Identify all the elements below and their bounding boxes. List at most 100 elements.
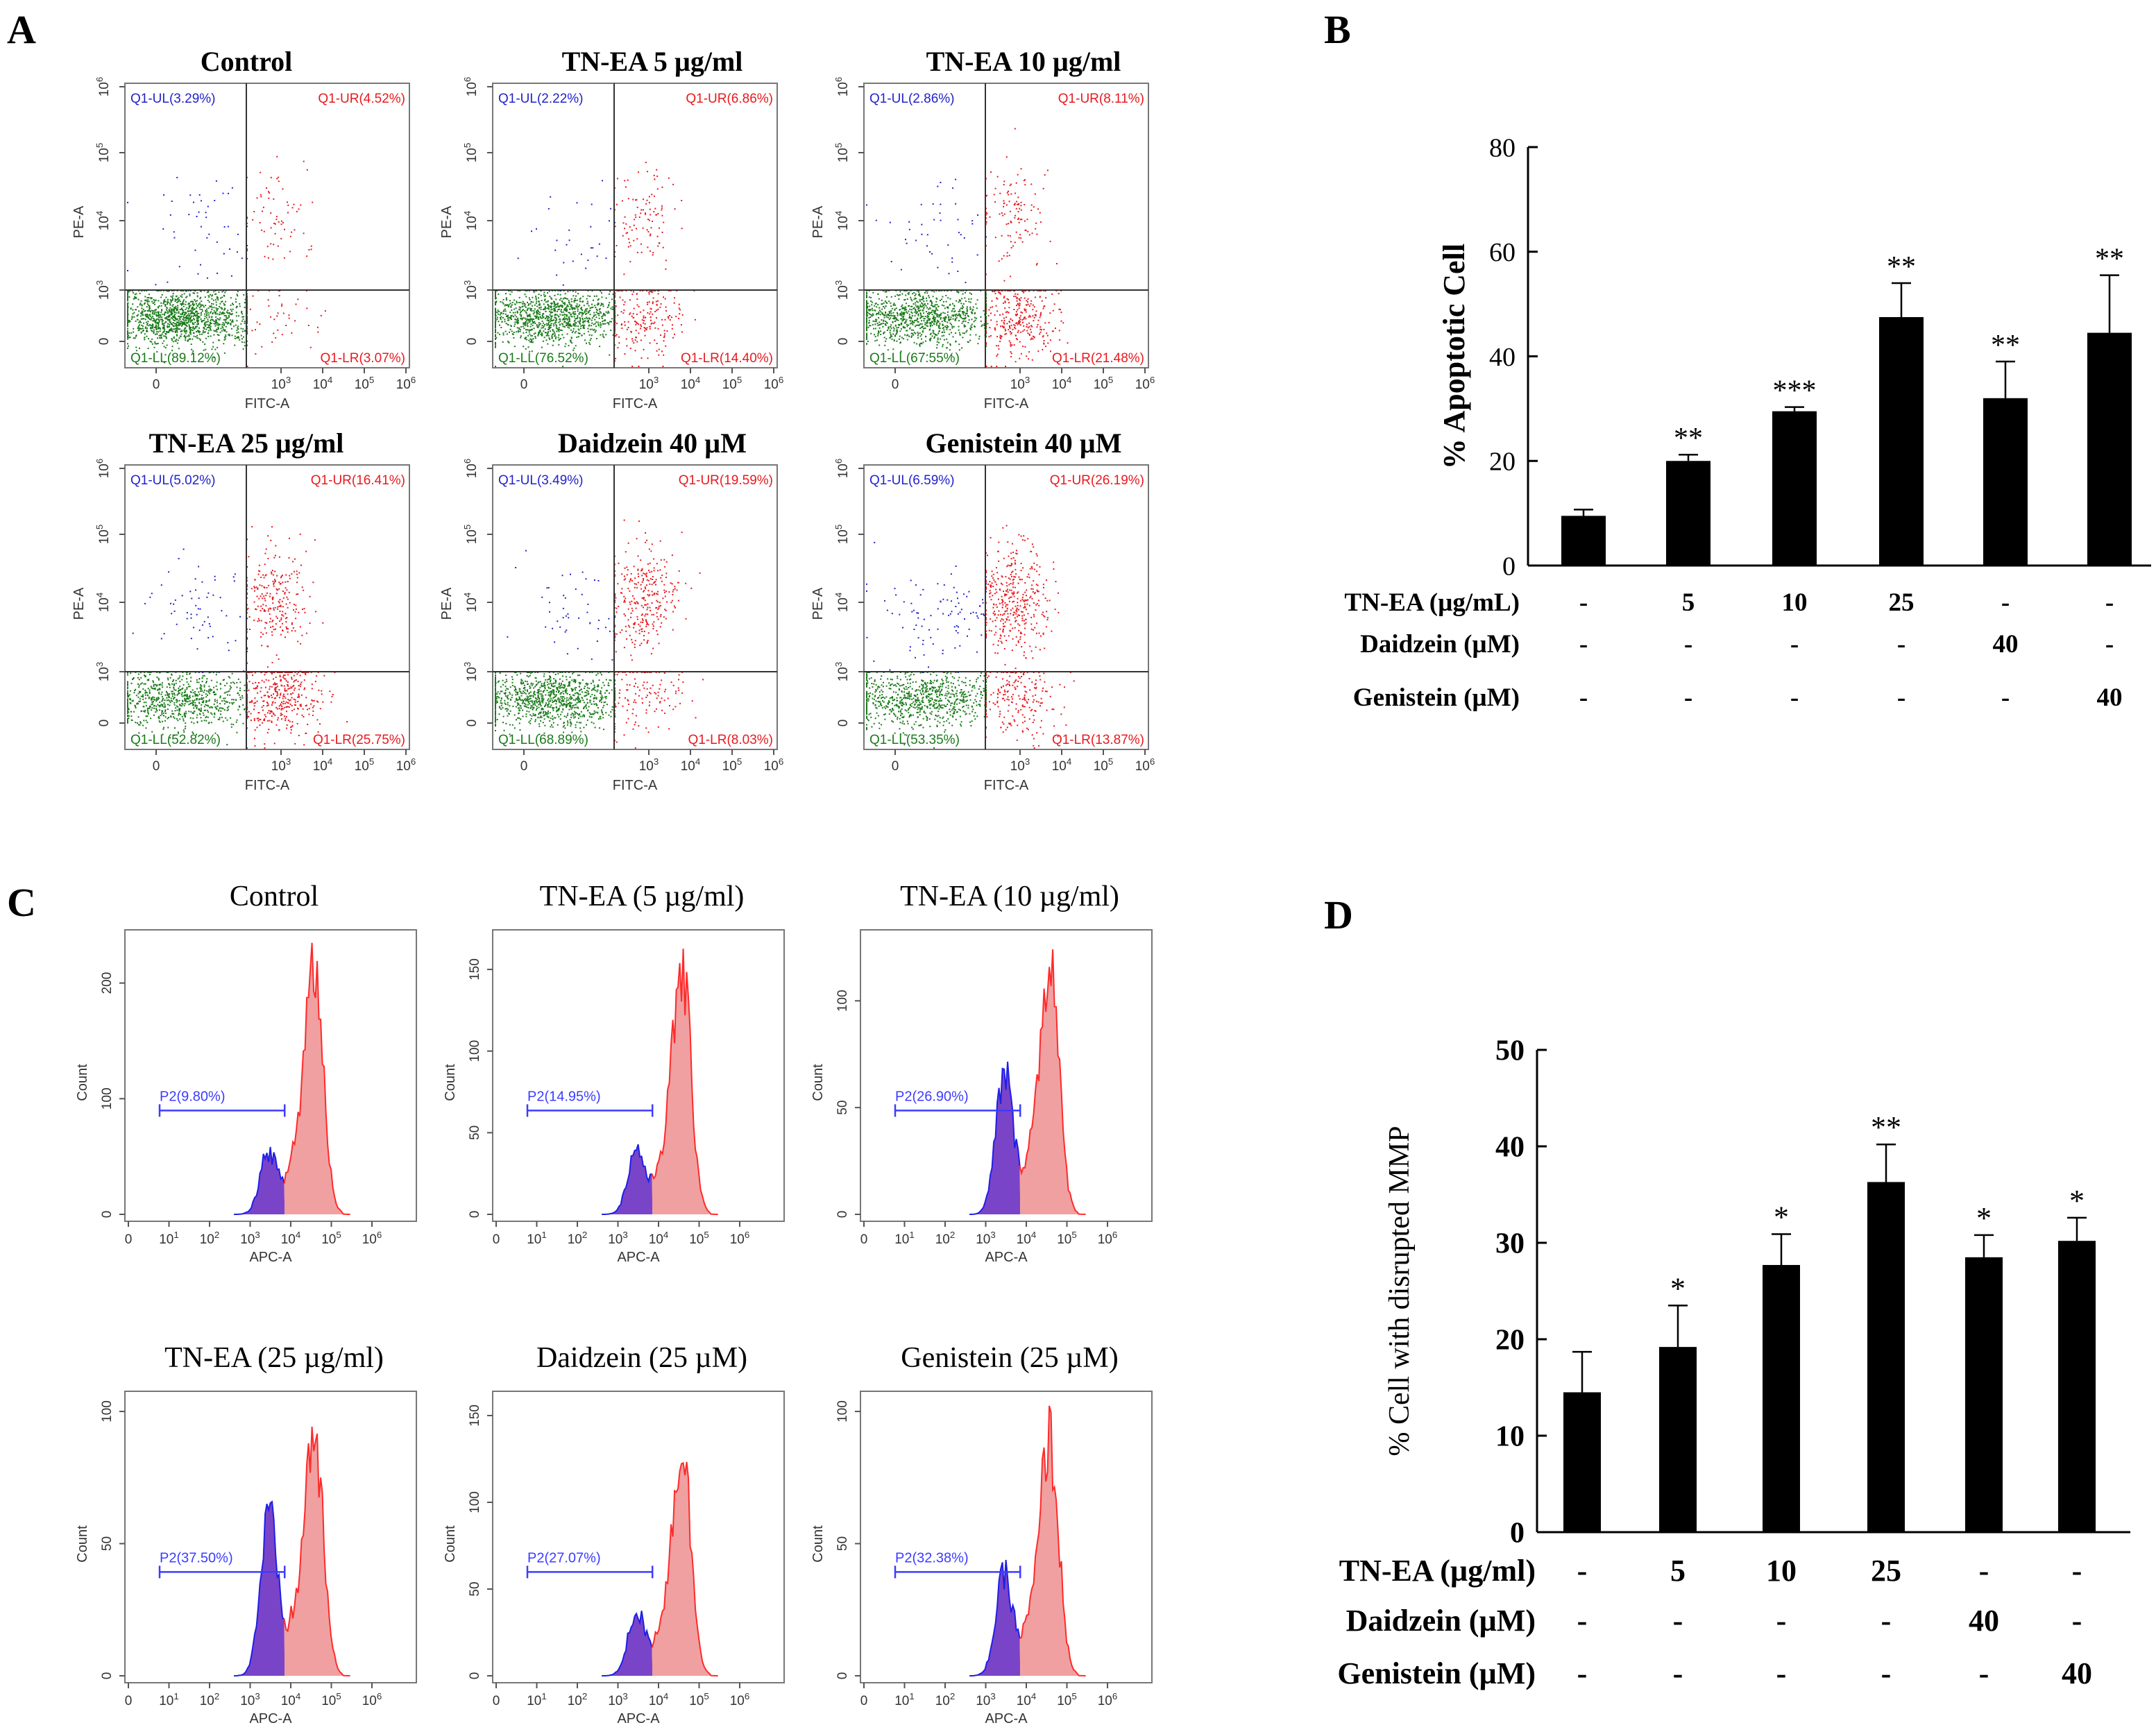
treatment-value: - (1979, 1656, 1989, 1690)
x-tick-label-exp: 3 (654, 375, 659, 385)
quadrant-ur-label: Q1-UR(16.41%) (311, 473, 405, 488)
significance-marker-3: ** (1871, 1110, 1901, 1144)
x-tick-label-base: 10 (527, 1694, 541, 1708)
x-tick-label: 103 (976, 1691, 996, 1708)
histogram-gated-fill (969, 1560, 1021, 1676)
x-tick-label: 103 (608, 1230, 628, 1247)
y-axis-label: Count (443, 1064, 458, 1101)
x-tick-label-exp: 3 (1025, 756, 1030, 767)
x-axis-label: APC-A (249, 1711, 292, 1726)
dot-cloud (127, 526, 348, 749)
y-tick-label-exp: 6 (833, 77, 844, 82)
bar-5 (2058, 1241, 2096, 1532)
x-tick-label: 103 (639, 756, 659, 774)
dot-cloud (495, 519, 704, 749)
plot-frame (492, 83, 778, 368)
y-tick-label: 104 (94, 593, 112, 613)
y-tick-label: 105 (833, 525, 851, 545)
x-tick-label: 0 (892, 377, 899, 392)
dots-ll (495, 672, 616, 736)
significance-marker-5: ** (2095, 244, 2124, 275)
gate-label: P2(14.95%) (527, 1089, 601, 1104)
dot-plot-title: TN-EA 10 µg/ml (926, 46, 1121, 77)
x-tick-label-base: 10 (730, 1232, 745, 1247)
dot-plot-1: TN-EA 5 µg/ml0 103 104 105 1060103104105106F… (439, 46, 783, 411)
y-axis-label: PE-A (439, 587, 455, 620)
plot-frame (860, 1391, 1153, 1683)
dot-plot-title: TN-EA 25 µg/ml (149, 427, 344, 459)
x-tick-label: 104 (281, 1691, 301, 1708)
quadrant-ur-label: Q1-UR(6.86%) (686, 92, 773, 106)
y-tick-label-base: 10 (465, 529, 479, 544)
x-axis-label: APC-A (985, 1711, 1028, 1726)
y-tick-label: 0 (836, 338, 851, 346)
quadrant-ur-label: Q1-UR(8.11%) (1058, 92, 1144, 106)
y-tick-label: 103 (833, 280, 851, 300)
y-tick-label: 30 (1495, 1228, 1525, 1260)
histogram-ungated-outline (1019, 949, 1086, 1215)
y-tick-label-base: 10 (836, 529, 851, 544)
quadrant-ul-label: Q1-UL(5.02%) (130, 473, 216, 488)
x-tick-label: 102 (200, 1230, 220, 1247)
y-tick-label-base: 10 (97, 148, 112, 162)
y-tick-label-base: 10 (97, 464, 112, 478)
quadrant-lr-label: Q1-LR(8.03%) (688, 733, 774, 747)
x-tick-label: 105 (1094, 756, 1114, 774)
x-axis-label: APC-A (249, 1250, 292, 1265)
histogram-gated-outline (969, 1559, 1021, 1676)
x-tick-label: 103 (271, 375, 291, 392)
y-tick-label: 100 (468, 1491, 482, 1513)
x-tick-label: 105 (689, 1691, 709, 1708)
x-tick-label: 0 (520, 759, 528, 774)
histogram-1: TN-EA (5 µg/ml)0 101 102 103 104 105 106APC-AC… (443, 881, 785, 1265)
quadrant-ll-label: Q1-LL(67.55%) (869, 351, 960, 366)
bar-3 (1867, 1182, 1905, 1532)
quadrant-ul-label: Q1-UL(2.22%) (498, 92, 584, 106)
y-tick-label: 103 (462, 280, 479, 300)
treatment-value: - (1881, 1604, 1892, 1638)
y-tick-label: 106 (94, 459, 112, 479)
significance-marker-1: * (1670, 1271, 1686, 1305)
quadrant-lr-label: Q1-LR(25.75%) (313, 733, 405, 747)
y-tick-label: 0 (835, 1211, 850, 1219)
y-tick-label-exp: 4 (462, 593, 473, 597)
x-tick-label: 0 (493, 1694, 500, 1708)
y-tick-label-base: 10 (97, 597, 112, 612)
x-tick-label-base: 10 (200, 1232, 214, 1247)
x-tick-label-exp: 4 (1031, 1691, 1036, 1701)
x-tick-label-base: 10 (894, 1694, 909, 1708)
x-tick-label-exp: 4 (1031, 1230, 1036, 1240)
y-tick-label: 105 (462, 143, 479, 163)
y-tick-label-exp: 5 (94, 525, 105, 529)
quadrant-lr-label: Q1-LR(13.87%) (1052, 733, 1144, 747)
x-tick-label: 103 (608, 1691, 628, 1708)
x-tick-label: 103 (240, 1230, 260, 1247)
treatment-value: - (1790, 630, 1799, 659)
y-tick-label-base: 10 (836, 285, 851, 300)
x-tick-label-base: 10 (362, 1694, 377, 1708)
histogram-ungated-fill (652, 949, 718, 1214)
histogram-title: Control (230, 881, 319, 912)
x-tick-label: 105 (1094, 375, 1114, 392)
y-tick-label-exp: 3 (833, 662, 844, 667)
x-tick-label-base: 10 (689, 1232, 704, 1247)
panel-letter-a: A (7, 7, 36, 52)
y-axis-label: Count (75, 1064, 90, 1101)
dots-ul (132, 538, 248, 673)
y-tick-label: 0 (468, 1211, 482, 1219)
significance-marker-5: * (2069, 1184, 2085, 1218)
bar-5 (2087, 332, 2132, 566)
significance-marker-3: ** (1887, 251, 1916, 283)
dots-ul (507, 550, 616, 661)
quadrant-ul-label: Q1-UL(3.49%) (498, 473, 584, 488)
histogram-gated-outline (602, 1611, 653, 1676)
y-tick-label: 100 (468, 1040, 482, 1062)
x-tick-label-base: 10 (1017, 1232, 1031, 1247)
y-tick-label: 50 (835, 1536, 850, 1551)
histogram-title: TN-EA (5 µg/ml) (540, 881, 745, 912)
y-axis-label: Count (810, 1525, 826, 1563)
quadrant-ll-label: Q1-LL(76.52%) (498, 351, 588, 366)
x-tick-label-base: 10 (764, 377, 779, 392)
x-tick-label: 0 (520, 377, 528, 392)
x-tick-label: 104 (1052, 756, 1072, 774)
